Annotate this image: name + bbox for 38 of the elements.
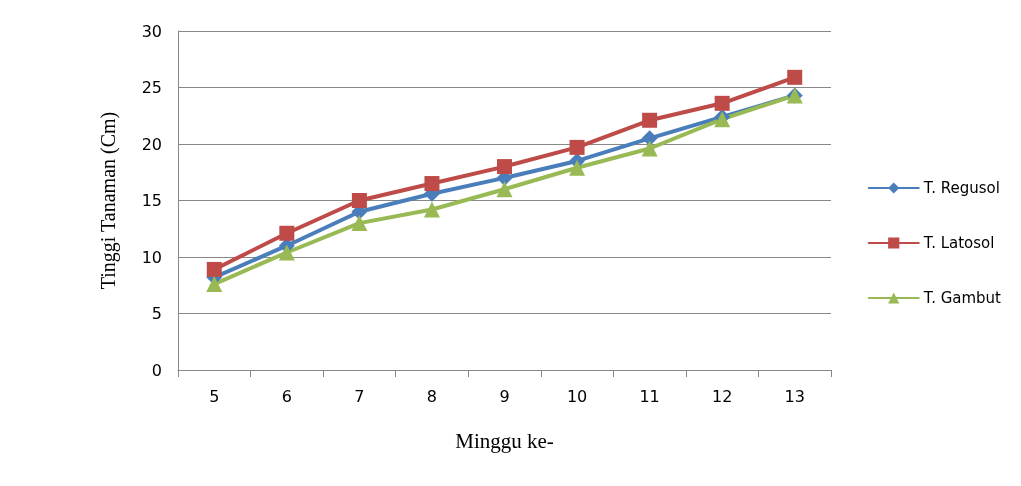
y-tick-label: 10 <box>141 247 162 267</box>
y-tick-label: 5 <box>151 304 162 323</box>
point <box>351 215 368 232</box>
point <box>278 244 295 261</box>
point <box>351 193 367 208</box>
y-tick-label: 20 <box>141 134 162 154</box>
x-tick-label: 7 <box>354 386 365 406</box>
x-axis-title: Minggu ke- <box>455 428 554 453</box>
point <box>497 159 512 175</box>
point <box>641 140 658 157</box>
point <box>569 139 585 155</box>
point <box>569 159 586 176</box>
x-tick-label: 9 <box>499 386 510 406</box>
point <box>787 69 803 85</box>
x-tick-label: 5 <box>209 386 220 406</box>
y-tick-label: 25 <box>141 78 162 97</box>
point <box>206 261 222 277</box>
x-tick-label: 6 <box>281 386 292 406</box>
x-tick-label: 11 <box>639 386 660 406</box>
point <box>206 276 223 293</box>
point <box>642 112 658 128</box>
y-tick-label: 30 <box>141 21 162 41</box>
x-tick-label: 8 <box>426 386 438 406</box>
y-tick-label: 0 <box>151 360 162 380</box>
legend-label: T. Gambut <box>922 289 1002 307</box>
legend-label: T. Regusol <box>922 179 1000 197</box>
x-tick-label: 10 <box>566 386 588 406</box>
point <box>423 201 440 218</box>
point <box>424 176 440 192</box>
y-tick-label: 15 <box>141 191 162 210</box>
x-tick-label: 13 <box>784 386 805 406</box>
y-axis-title: Tinggi Tanaman (Cm) <box>97 111 120 290</box>
point <box>279 225 295 241</box>
legend-label: T. Latosol <box>922 234 995 252</box>
x-tick-label: 12 <box>711 386 733 406</box>
point <box>496 181 513 198</box>
point <box>641 130 658 147</box>
point <box>714 95 730 111</box>
